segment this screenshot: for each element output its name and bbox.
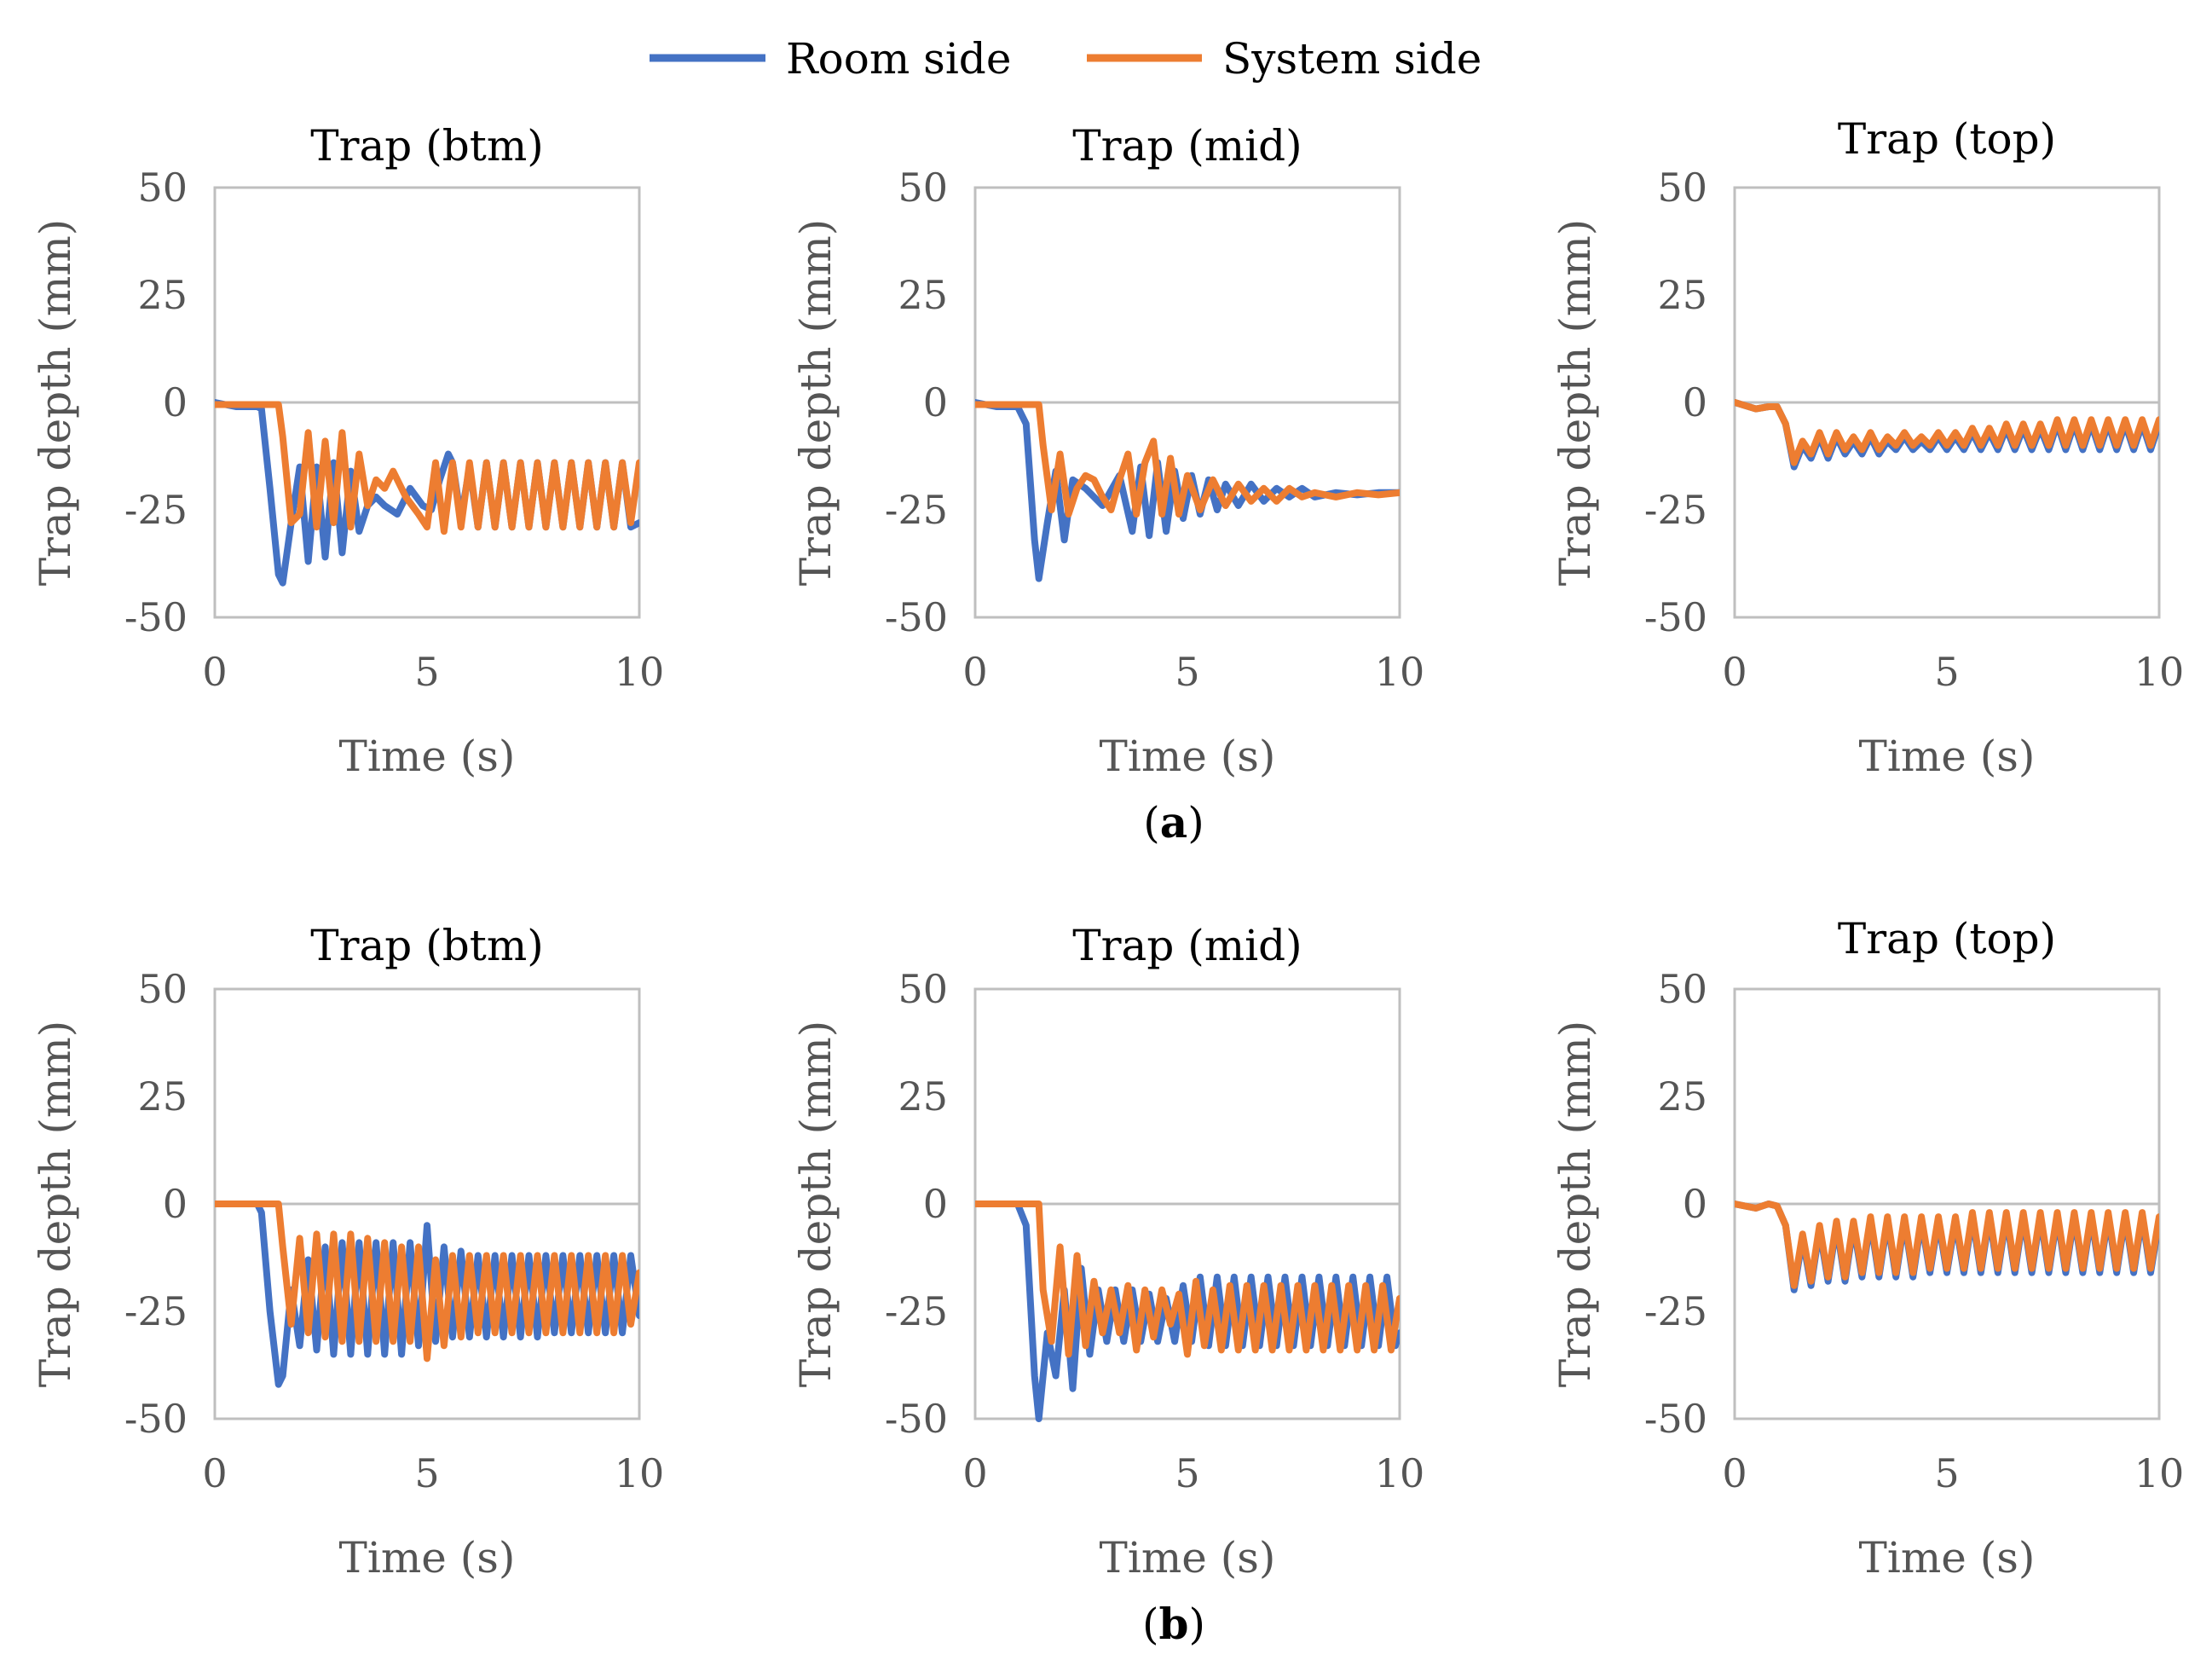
caption-a: (a) [1143,797,1204,848]
legend: Room side System side [650,34,1481,84]
panel-b-trap-mid-ytick-neg25: -25 [885,1288,948,1334]
panel-a-trap-top-ytick-0: 0 [1683,379,1707,425]
panel-a-trap-top-ytick-50: 50 [1657,165,1707,211]
panel-a-trap-mid-xtick-0: 0 [962,649,987,695]
panel-a-trap-top-ytick-neg50: -50 [1644,594,1707,640]
panel-a-trap-btm-y-axis-title: Trap depth (mm) [31,219,80,587]
panel-a-trap-mid-ytick-25: 25 [898,272,948,318]
panel-b-trap-btm-y-axis-title: Trap depth (mm) [31,1021,80,1388]
panel-b-trap-btm-ytick-neg50: -50 [124,1396,188,1442]
panel-a-trap-mid-xtick-5: 5 [1175,649,1199,695]
panel-a-trap-btm-xtick-0: 0 [202,649,227,695]
caption-a-close: ) [1187,798,1204,848]
panel-a-trap-btm-ytick-50: 50 [137,165,188,211]
panel-b-trap-mid-y-axis-title: Trap depth (mm) [791,1021,840,1388]
panel-b-trap-btm-ytick-neg25: -25 [124,1288,188,1334]
panel-b-trap-btm-ytick-0: 0 [163,1181,188,1227]
panel-b-trap-btm-series-system-side [215,1200,639,1362]
panel-b-trap-mid-series-system-side [975,1200,1400,1358]
panel-a-trap-btm-xtick-10: 10 [615,649,665,695]
panel-b-trap-mid-x-axis-title: Time (s) [1100,1533,1276,1582]
panel-a-trap-top-x-axis-title: Time (s) [1859,732,2036,781]
panel-a-trap-mid-title: Trap (mid) [1072,121,1302,171]
panel-a-trap-top-xtick-10: 10 [2134,649,2185,695]
panel-a-trap-mid-ytick-0: 0 [923,379,948,425]
panel-b-trap-mid-xtick-10: 10 [1375,1450,1425,1496]
panel-b-trap-mid-ytick-25: 25 [898,1073,948,1119]
panel-a-trap-top-xtick-0: 0 [1722,649,1747,695]
panel-b-trap-top-xtick-0: 0 [1722,1450,1747,1496]
panel-b-trap-mid-ytick-neg50: -50 [885,1396,948,1442]
panel-b-trap-top-ytick-50: 50 [1657,966,1707,1012]
panel-a-trap-mid-y-axis-title: Trap depth (mm) [791,219,840,587]
panel-b-trap-top-x-axis-title: Time (s) [1859,1533,2036,1582]
panel-b-trap-btm: Trap (btm) 50 25 0 -25 -50 0 5 10 Time (s) Trap de… [31,921,664,1582]
panel-a-trap-btm-series-system-side [215,401,639,535]
panel-a-trap-top-y-axis-title: Trap depth (mm) [1551,219,1600,587]
panel-b-trap-btm-ytick-25: 25 [137,1073,188,1119]
panel-b-trap-top-series-system-side [1735,1200,2159,1289]
panel-a-trap-btm-title: Trap (btm) [310,121,544,171]
panel-b-trap-mid-xtick-0: 0 [962,1450,987,1496]
panel-b-trap-top: Trap (top) 50 25 0 -25 -50 0 5 10 Time (s) Trap de… [1551,914,2184,1582]
panel-a-trap-mid-xtick-10: 10 [1375,649,1425,695]
caption-b-close: ) [1188,1600,1205,1649]
panel-b-trap-top-y-axis-title: Trap depth (mm) [1551,1021,1600,1388]
caption-a-letter: a [1160,797,1187,848]
panel-b-trap-mid-ytick-0: 0 [923,1181,948,1227]
caption-a-open: ( [1143,798,1160,848]
panel-b-trap-mid-title: Trap (mid) [1072,921,1302,970]
panel-a-trap-mid-series-system-side [975,401,1400,518]
panel-a-trap-mid-series-room-side [975,399,1400,582]
panel-b-trap-top-ytick-25: 25 [1657,1073,1707,1119]
panel-b-trap-top-xtick-5: 5 [1934,1450,1959,1496]
panel-a-trap-top-ytick-neg25: -25 [1644,487,1707,533]
panel-b-trap-btm-xtick-10: 10 [615,1450,665,1496]
caption-b-letter: b [1159,1599,1189,1649]
panel-a-trap-top-ytick-25: 25 [1657,272,1707,318]
panel-b-trap-top-ytick-0: 0 [1683,1181,1707,1227]
legend-item-system-side: System side [1087,34,1481,84]
panel-a-trap-mid-ytick-50: 50 [898,165,948,211]
panel-a-trap-btm-ytick-25: 25 [137,272,188,318]
panel-b-trap-btm-xtick-0: 0 [202,1450,227,1496]
panel-a-trap-mid-ytick-neg25: -25 [885,487,948,533]
panel-b-trap-mid: Trap (mid) 50 25 0 -25 -50 0 5 10 Time (s) Trap de… [791,921,1424,1582]
panel-a-trap-btm-x-axis-title: Time (s) [339,732,516,781]
panel-a-trap-btm-ytick-0: 0 [163,379,188,425]
panel-a-trap-mid-ytick-neg50: -50 [885,594,948,640]
panel-b-trap-mid-ytick-50: 50 [898,966,948,1012]
panel-b-trap-btm-xtick-5: 5 [414,1450,439,1496]
legend-label-system-side: System side [1222,34,1481,84]
panel-a-trap-mid: Trap (mid) 50 25 0 -25 -50 0 5 10 Time (s) Trap de… [791,121,1424,781]
panel-a-trap-top-xtick-5: 5 [1934,649,1959,695]
legend-label-room-side: Room side [786,34,1011,84]
panel-b-trap-mid-series-room-side [975,1200,1400,1422]
panel-b-trap-top-ytick-neg50: -50 [1644,1396,1707,1442]
panel-b-trap-top-title: Trap (top) [1838,914,2056,963]
panel-b-trap-mid-xtick-5: 5 [1175,1450,1199,1496]
legend-item-room-side: Room side [650,34,1011,84]
panel-b-trap-btm-ytick-50: 50 [137,966,188,1012]
panel-b-trap-top-ytick-neg25: -25 [1644,1288,1707,1334]
panel-a-trap-btm: Trap (btm) 50 25 0 -25 -50 0 5 10 Time (s) Trap de… [31,121,664,781]
panel-a-trap-btm-ytick-neg25: -25 [124,487,188,533]
panel-a-trap-btm-ytick-neg50: -50 [124,594,188,640]
caption-b-open: ( [1142,1600,1159,1649]
panel-b-trap-btm-x-axis-title: Time (s) [339,1533,516,1582]
caption-b: (b) [1142,1599,1205,1649]
panel-a-trap-top: Trap (top) 50 25 0 -25 -50 0 5 10 Time (s) Trap de… [1551,114,2184,781]
panel-b-trap-top-xtick-10: 10 [2134,1450,2185,1496]
panel-a-trap-btm-xtick-5: 5 [414,649,439,695]
panel-a-trap-top-series-system-side [1735,399,2159,466]
panel-a-trap-mid-x-axis-title: Time (s) [1100,732,1276,781]
panel-a-trap-top-title: Trap (top) [1838,114,2056,164]
panel-b-trap-btm-title: Trap (btm) [310,921,544,970]
